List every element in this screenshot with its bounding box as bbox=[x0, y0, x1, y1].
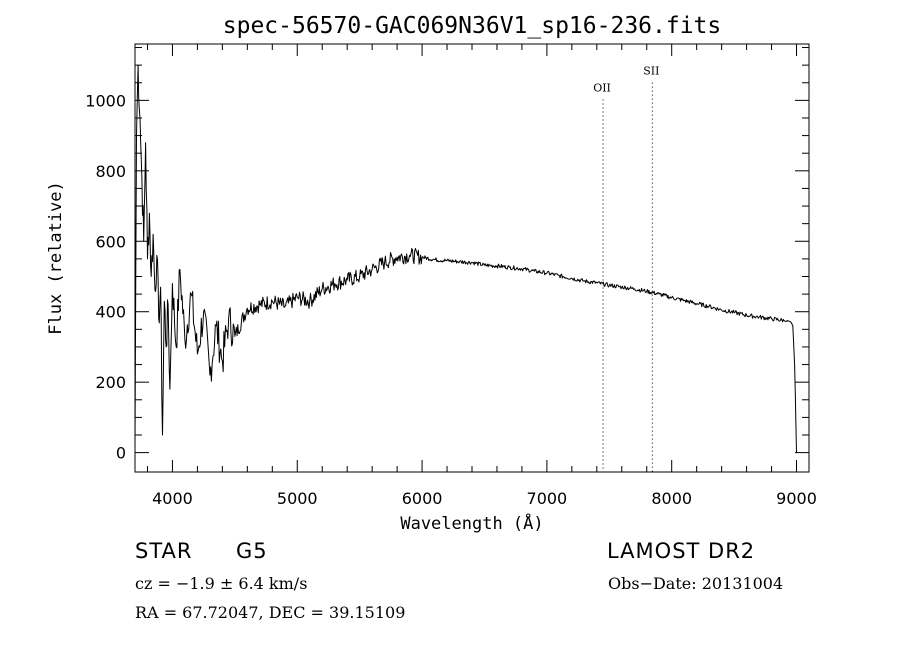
chart-title: spec-56570-GAC069N36V1_sp16-236.fits bbox=[223, 13, 722, 39]
y-tick-label: 1000 bbox=[85, 91, 126, 110]
annotation-label: OII bbox=[593, 82, 611, 95]
y-tick-label: 600 bbox=[95, 232, 126, 251]
y-axis-label: Flux (relative) bbox=[46, 181, 66, 335]
x-tick-label: 9000 bbox=[776, 489, 817, 508]
redshift-readout: cz = −1.9 ± 6.4 km/s bbox=[135, 574, 308, 593]
y-tick-label: 200 bbox=[95, 373, 126, 392]
x-tick-label: 6000 bbox=[402, 489, 443, 508]
observation-date: Obs−Date: 20131004 bbox=[608, 574, 784, 593]
annotation-label: SII bbox=[643, 65, 659, 78]
line-annotations: OII SII bbox=[593, 65, 659, 472]
x-tick-label: 4000 bbox=[152, 489, 193, 508]
x-tick-label: 7000 bbox=[527, 489, 568, 508]
y-tick-label: 400 bbox=[95, 303, 126, 322]
sky-coordinates: RA = 67.72047, DEC = 39.15109 bbox=[135, 603, 406, 622]
object-type: STAR bbox=[135, 539, 193, 563]
spectrum-line bbox=[134, 64, 797, 453]
x-tick-label: 8000 bbox=[651, 489, 692, 508]
x-axis-label: Wavelength (Å) bbox=[400, 512, 543, 534]
x-tick-labels: 4000 5000 6000 7000 8000 9000 bbox=[152, 489, 817, 508]
y-tick-label: 0 bbox=[116, 444, 126, 463]
axis-ticks bbox=[135, 44, 809, 472]
plot-frame bbox=[134, 43, 810, 473]
object-class: G5 bbox=[236, 539, 268, 563]
x-tick-label: 5000 bbox=[277, 489, 318, 508]
y-tick-label: 800 bbox=[95, 162, 126, 181]
survey-name: LAMOST DR2 bbox=[607, 539, 756, 563]
y-tick-labels: 0 200 400 600 800 1000 bbox=[85, 91, 126, 462]
